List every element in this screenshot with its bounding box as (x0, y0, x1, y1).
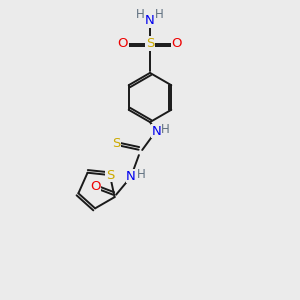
Text: S: S (106, 169, 114, 182)
Text: O: O (90, 180, 101, 193)
Text: S: S (146, 37, 154, 50)
Text: H: H (136, 8, 145, 21)
Text: H: H (137, 168, 146, 181)
Text: H: H (161, 123, 170, 136)
Text: S: S (112, 136, 120, 150)
Text: N: N (145, 14, 155, 28)
Text: H: H (155, 8, 164, 21)
Text: O: O (118, 37, 128, 50)
Text: O: O (172, 37, 182, 50)
Text: N: N (126, 169, 136, 183)
Text: N: N (152, 124, 161, 138)
